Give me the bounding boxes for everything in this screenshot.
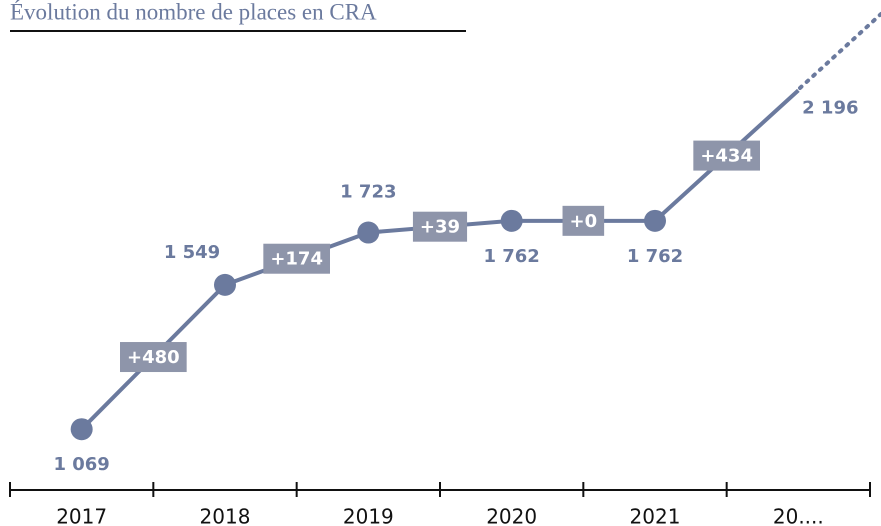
value-label: 1 069 bbox=[53, 454, 109, 475]
data-point bbox=[214, 273, 236, 296]
change-box bbox=[562, 205, 605, 236]
change-box bbox=[263, 243, 330, 274]
x-tick-label: 2017 bbox=[56, 505, 107, 526]
change-label: +480 bbox=[127, 347, 180, 368]
change-box bbox=[120, 342, 187, 373]
projection-line bbox=[798, 12, 881, 90]
x-tick-label: 2020 bbox=[486, 505, 537, 526]
data-point bbox=[644, 209, 666, 232]
change-label: +39 bbox=[420, 217, 460, 238]
value-label: 1 723 bbox=[340, 182, 396, 203]
x-tick-label: 2019 bbox=[343, 505, 394, 526]
x-tick-label: 2018 bbox=[200, 505, 251, 526]
change-box bbox=[412, 211, 468, 242]
value-label: 2 196 bbox=[802, 97, 858, 118]
value-label: 1 549 bbox=[164, 242, 220, 263]
chart-title: Évolution du nombre de places en CRA bbox=[10, 0, 377, 24]
change-label: +174 bbox=[270, 249, 323, 270]
value-label: 1 762 bbox=[627, 246, 683, 267]
data-point bbox=[357, 221, 380, 244]
x-tick-label: 2021 bbox=[630, 505, 681, 526]
data-point bbox=[70, 418, 93, 441]
x-tick-label: 20.... bbox=[773, 505, 824, 526]
change-box bbox=[693, 140, 760, 171]
change-label: +0 bbox=[570, 211, 598, 232]
value-label: 1 762 bbox=[483, 246, 539, 267]
change-label: +434 bbox=[700, 146, 753, 167]
data-point bbox=[500, 209, 523, 232]
